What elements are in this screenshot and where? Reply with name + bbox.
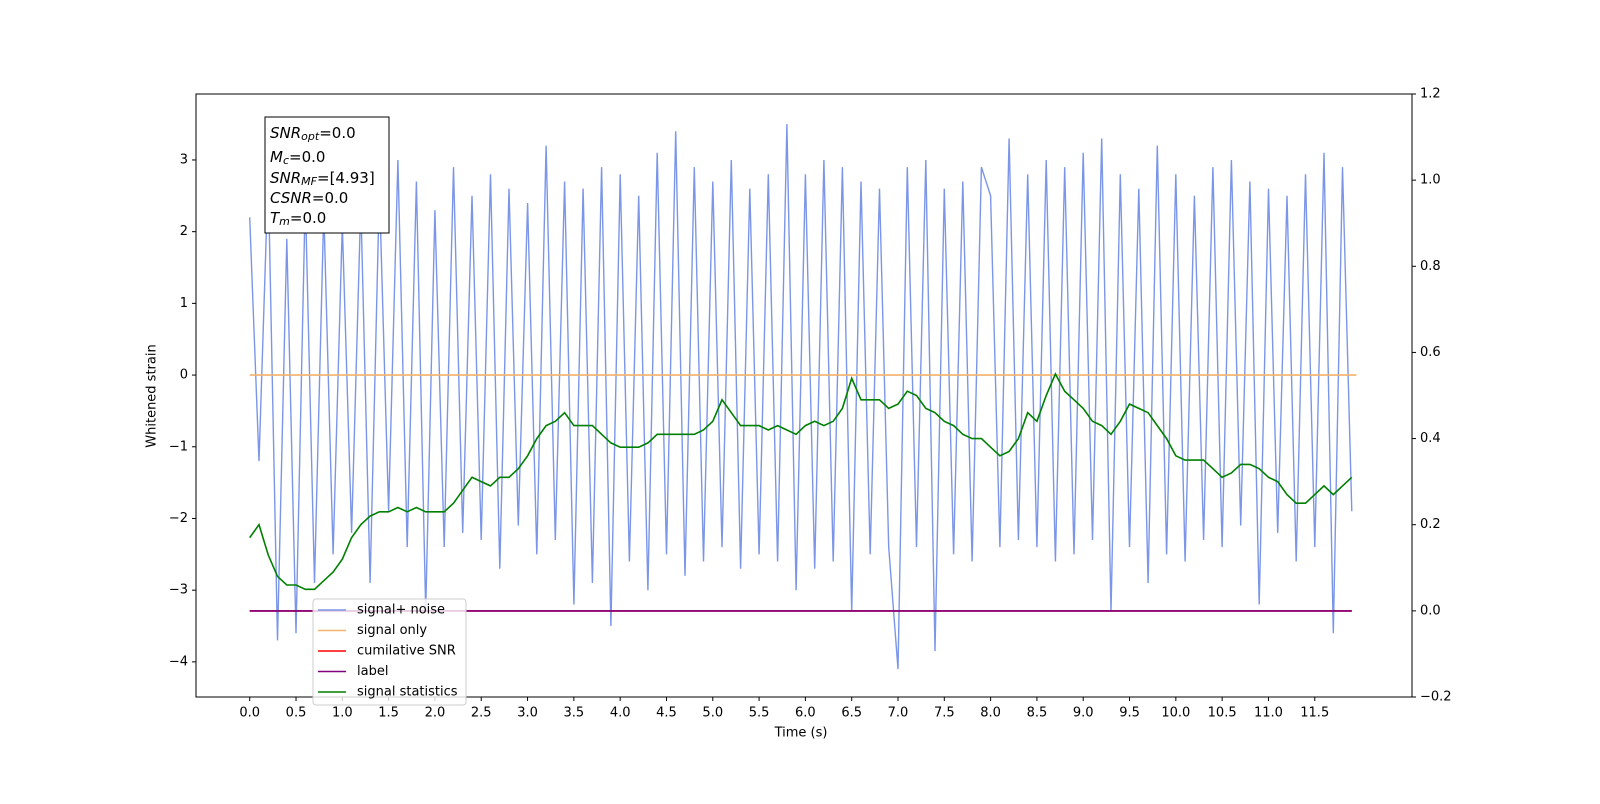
y2-tick-label: 1.0 — [1420, 173, 1441, 188]
annotation-base: SNR — [270, 169, 301, 187]
x-tick-label: 11.0 — [1254, 706, 1283, 721]
x-tick-label: 1.0 — [332, 706, 353, 721]
x-tick-label: 8.5 — [1027, 706, 1048, 721]
annotation-base: M — [270, 148, 283, 166]
legend-label: signal only — [357, 623, 427, 638]
y2-tick-label: 0.4 — [1420, 431, 1441, 446]
y2-tick-label: 0.6 — [1420, 345, 1441, 360]
legend-label: cumilative SNR — [357, 644, 456, 659]
x-tick-label: 7.0 — [888, 706, 909, 721]
legend: signal+ noise signal only cumilative SNR la… — [312, 598, 467, 706]
series-line — [249, 372, 1353, 591]
x-tick-label: 4.5 — [656, 706, 677, 721]
y-tick-label: 2 — [180, 224, 188, 239]
annotation-text: =0.0 — [319, 124, 355, 142]
x-tick-label: 7.5 — [934, 706, 955, 721]
x-tick-label: 5.5 — [749, 706, 770, 721]
y-tick-label: 1 — [180, 296, 188, 311]
y-axis-label: Whitened strain — [145, 344, 160, 447]
annotation-line: Tm=0.0 — [270, 209, 326, 229]
y-tick-label: −4 — [169, 654, 188, 669]
x-tick-label: 9.0 — [1073, 706, 1094, 721]
y-tick-label: 3 — [180, 152, 188, 167]
y2-tick-label: 0.0 — [1420, 603, 1441, 618]
legend-box — [312, 598, 467, 706]
x-tick-label: 4.0 — [610, 706, 631, 721]
annotation-text: =0.0 — [312, 189, 348, 207]
annotation-sub: MF — [301, 175, 317, 188]
annotation-box — [264, 116, 390, 234]
annotation-text: =0.0 — [290, 209, 326, 227]
x-tick-label: 1.5 — [378, 706, 399, 721]
x-tick-label: 3.5 — [564, 706, 585, 721]
annotation-base: SNR — [270, 124, 301, 142]
y-tick-label: 0 — [180, 368, 188, 383]
annotation-sub: m — [279, 215, 290, 228]
x-tick-label: 6.5 — [841, 706, 862, 721]
x-tick-label: 5.0 — [702, 706, 723, 721]
x-tick-label: 10.5 — [1208, 706, 1237, 721]
y2-tick-label: 0.2 — [1420, 517, 1441, 532]
annotation-sub: c — [283, 154, 289, 167]
x-tick-label: 10.0 — [1161, 706, 1190, 721]
x-axis-label: Time (s) — [774, 726, 828, 741]
annotation-base: CSNR — [270, 189, 312, 207]
y2-tick-label: 0.8 — [1420, 259, 1441, 274]
x-tick-label: 11.5 — [1300, 706, 1329, 721]
annotation: SNRopt=0.0Mc=0.0SNRMF=[4.93]CSNR=0.0Tm=0… — [264, 116, 390, 234]
x-tick-label: 9.5 — [1119, 706, 1140, 721]
x-tick-label: 2.5 — [471, 706, 492, 721]
annotation-line: SNRopt=0.0 — [270, 124, 356, 144]
y-tick-label: −3 — [169, 583, 188, 598]
annotation-line: Mc=0.0 — [270, 148, 325, 168]
legend-label: signal+ noise — [357, 603, 445, 618]
annotation-sub: opt — [301, 130, 320, 143]
annotation-line: SNRMF=[4.93] — [270, 169, 375, 189]
annotation-text: =0.0 — [289, 148, 325, 166]
series-line — [249, 124, 1353, 670]
annotation-line: CSNR=0.0 — [270, 189, 348, 207]
annotation-text: =[4.93] — [317, 169, 375, 187]
x-tick-label: 0.0 — [239, 706, 260, 721]
legend-label: label — [357, 664, 388, 679]
annotation-base: T — [270, 209, 281, 227]
x-tick-label: 3.0 — [517, 706, 538, 721]
y2-tick-label: 1.2 — [1420, 87, 1441, 102]
x-tick-label: 8.0 — [980, 706, 1001, 721]
y-tick-label: −1 — [169, 439, 188, 454]
x-tick-label: 2.0 — [425, 706, 446, 721]
y-tick-label: −2 — [169, 511, 188, 526]
legend-label: signal statistics — [357, 685, 458, 700]
x-tick-label: 6.0 — [795, 706, 816, 721]
plot-frame — [195, 93, 1413, 698]
y2-tick-label: −0.2 — [1420, 690, 1452, 705]
x-tick-label: 0.5 — [286, 706, 307, 721]
